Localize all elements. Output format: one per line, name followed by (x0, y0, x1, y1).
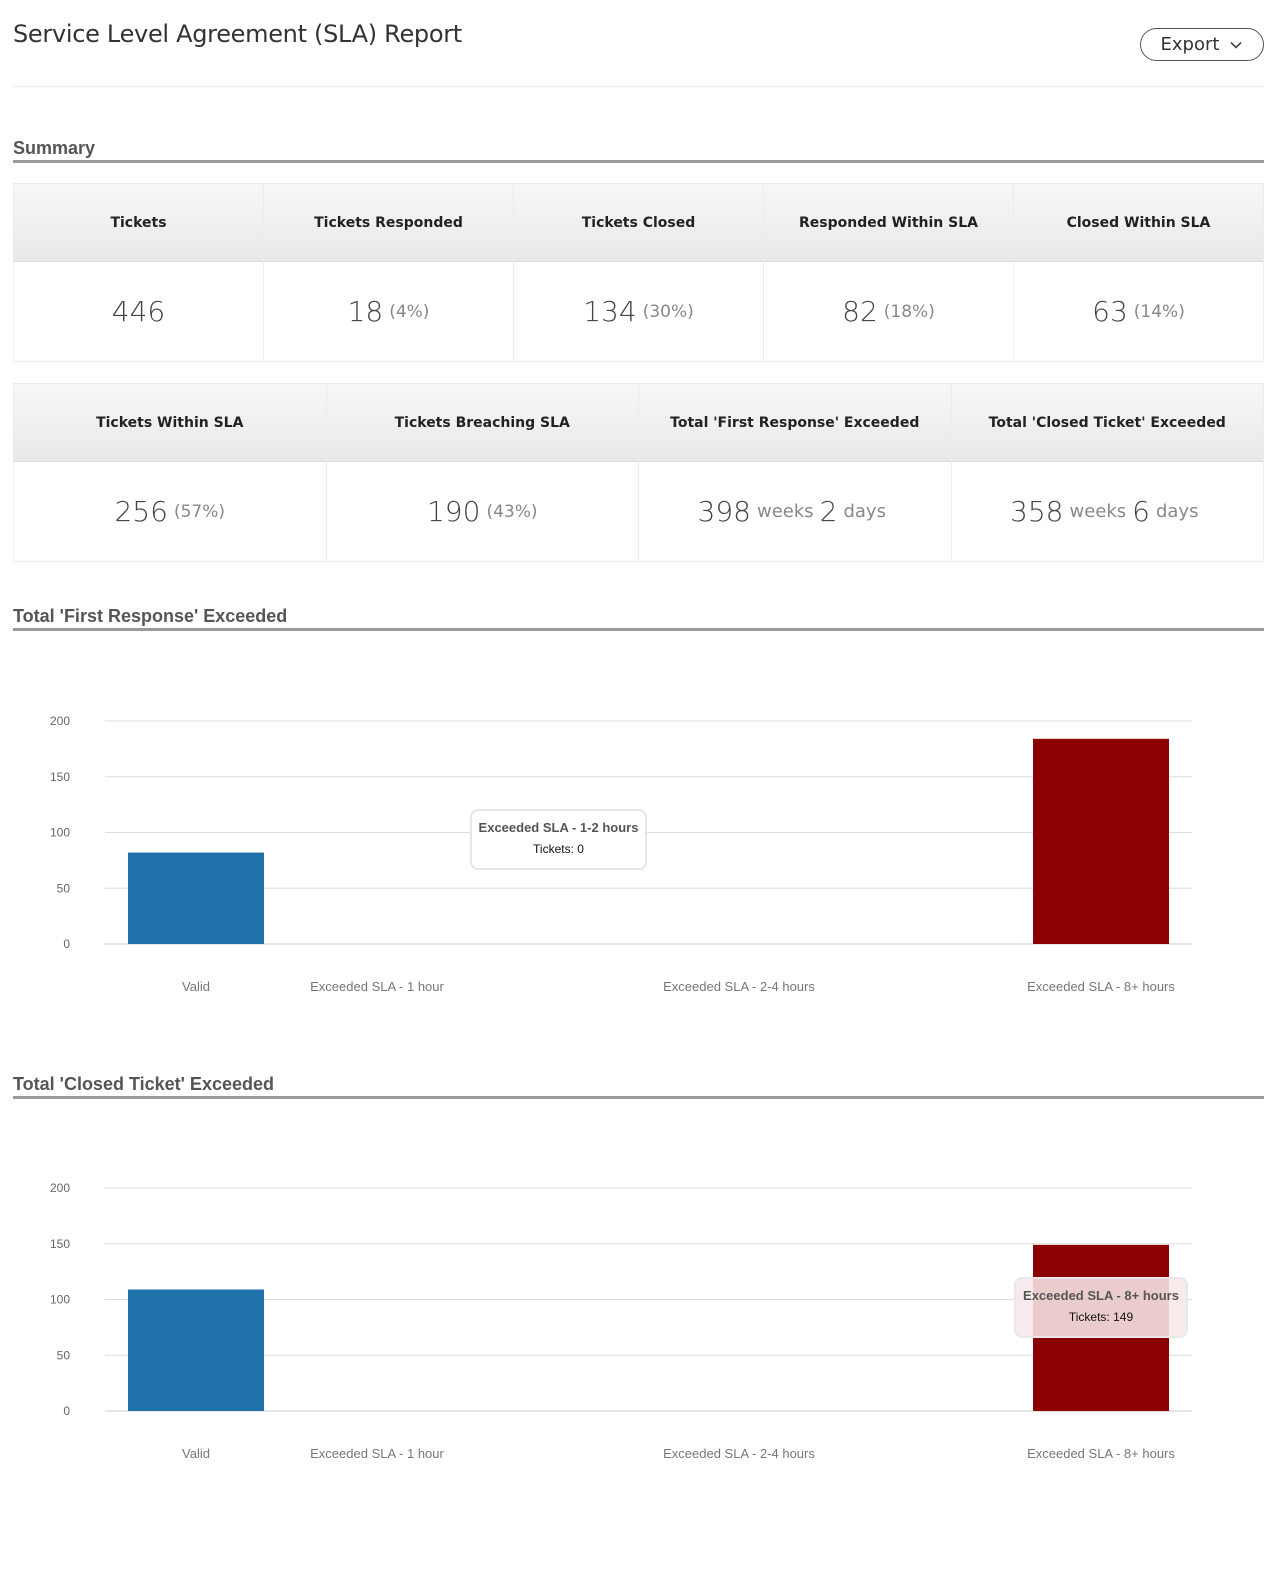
tooltip-title: Exceeded SLA - 8+ hours (1023, 1288, 1179, 1303)
stat-responded-within-sla: Responded Within SLA 82 (18%) (764, 184, 1014, 361)
stat-label: Total 'First Response' Exceeded (639, 384, 951, 462)
x-tick-label: Exceeded SLA - 8+ hours (1027, 1446, 1175, 1461)
stat-label: Closed Within SLA (1014, 184, 1263, 262)
stat-days: 2 (819, 495, 838, 528)
chart-tooltip: Exceeded SLA - 1-2 hours Tickets: 0 (470, 809, 647, 870)
stat-percent: (43%) (486, 501, 538, 522)
y-tick-label: 0 (63, 937, 70, 951)
bar-0 (128, 1289, 264, 1411)
stat-value: 190 (426, 495, 481, 528)
summary-table-row2: Tickets Within SLA 256 (57%) Tickets Bre… (13, 383, 1264, 562)
stat-value: 134 (583, 295, 637, 328)
stat-percent: (14%) (1133, 301, 1185, 322)
page-header: Service Level Agreement (SLA) Report Exp… (13, 0, 1264, 87)
stat-label: Total 'Closed Ticket' Exceeded (951, 384, 1263, 462)
stat-value-cell: 82 (18%) (764, 262, 1013, 361)
stat-weeks: 398 (697, 495, 751, 528)
stat-percent: (18%) (883, 301, 935, 322)
stat-value-cell: 358 weeks 6 days (951, 462, 1263, 561)
stat-value-cell: 134 (30%) (514, 262, 763, 361)
tooltip-text: Tickets: 0 (533, 842, 584, 856)
y-tick-label: 200 (50, 1181, 70, 1195)
y-tick-label: 50 (57, 1348, 71, 1362)
stat-label: Tickets Within SLA (14, 384, 326, 462)
x-tick-label: Valid (182, 979, 210, 994)
x-tick-label: Exceeded SLA - 1 hour (310, 1446, 444, 1461)
x-tick-label: Exceeded SLA - 2-4 hours (663, 1446, 815, 1461)
chevron-down-icon (1230, 41, 1243, 49)
export-button[interactable]: Export (1140, 28, 1264, 61)
stat-weeks: 358 (1010, 495, 1064, 528)
stat-value-cell: 256 (57%) (14, 462, 326, 561)
y-tick-label: 200 (50, 714, 70, 728)
stat-value: 18 (347, 295, 384, 328)
stat-tickets-within-sla: Tickets Within SLA 256 (57%) (14, 384, 327, 561)
stat-percent: (57%) (173, 501, 225, 522)
stat-first-response-exceeded: Total 'First Response' Exceeded 398 week… (639, 384, 952, 561)
stat-tickets: Tickets 446 (14, 184, 264, 361)
x-tick-label: Exceeded SLA - 1 hour (310, 979, 444, 994)
stat-tickets-responded: Tickets Responded 18 (4%) (264, 184, 514, 361)
stat-label: Responded Within SLA (764, 184, 1013, 262)
closed-ticket-chart: 0 50 100 150 200 Valid Exceeded SLA - 1 hour Ex… (0, 1147, 1282, 1467)
first-response-chart: 0 50 100 150 200 Valid Exceeded SLA - 1 hour Ex… (0, 680, 1282, 1000)
stat-value: 446 (111, 295, 166, 328)
stat-value-cell: 18 (4%) (264, 262, 513, 361)
y-tick-label: 0 (63, 1404, 70, 1418)
stat-percent: (4%) (389, 301, 430, 322)
stat-value: 256 (114, 495, 168, 528)
tooltip-text: Tickets: 149 (1068, 1310, 1134, 1324)
stat-label: Tickets Responded (264, 184, 513, 262)
stat-value: 63 (1092, 295, 1128, 328)
stat-tickets-closed: Tickets Closed 134 (30%) (514, 184, 764, 361)
stat-closed-within-sla: Closed Within SLA 63 (14%) (1014, 184, 1263, 361)
chart-tooltip: Exceeded SLA - 8+ hours Tickets: 149 (1014, 1277, 1188, 1338)
stat-label: Tickets (14, 184, 263, 262)
x-tick-label: Valid (182, 1446, 210, 1461)
stat-value-cell: 446 (14, 262, 263, 361)
stat-days: 6 (1132, 495, 1150, 528)
stat-value-cell: 190 (43%) (326, 462, 638, 561)
summary-heading: Summary (13, 138, 1264, 163)
x-tick-label: Exceeded SLA - 2-4 hours (663, 979, 815, 994)
stat-label: Tickets Closed (514, 184, 763, 262)
stat-value: 82 (842, 295, 878, 328)
y-tick-label: 100 (50, 826, 70, 840)
tooltip-title: Exceeded SLA - 1-2 hours (478, 820, 639, 835)
export-label: Export (1160, 34, 1220, 55)
x-tick-label: Exceeded SLA - 8+ hours (1027, 979, 1175, 994)
stat-value-cell: 398 weeks 2 days (639, 462, 951, 561)
stat-tickets-breaching-sla: Tickets Breaching SLA 190 (43%) (326, 384, 639, 561)
y-tick-label: 150 (50, 1237, 70, 1251)
stat-closed-ticket-exceeded: Total 'Closed Ticket' Exceeded 358 weeks… (951, 384, 1263, 561)
y-tick-label: 100 (50, 1293, 70, 1307)
y-tick-label: 50 (57, 881, 71, 895)
closed-ticket-heading: Total 'Closed Ticket' Exceeded (13, 1074, 1264, 1099)
stat-label: Tickets Breaching SLA (326, 384, 638, 462)
first-response-chart-svg: 0 50 100 150 200 Valid Exceeded SLA - 1 hour Ex… (50, 714, 1192, 994)
stat-weeks-unit: weeks (756, 501, 814, 522)
bar-0 (128, 852, 264, 944)
bar-5 (1033, 738, 1169, 944)
stat-value-cell: 63 (14%) (1014, 262, 1263, 361)
stat-days-unit: days (1155, 501, 1199, 522)
summary-table-row1: Tickets 446 Tickets Responded 18 (4%) Ti… (13, 183, 1264, 362)
stat-percent: (30%) (642, 301, 694, 322)
stat-weeks-unit: weeks (1069, 501, 1127, 522)
stat-days-unit: days (843, 501, 886, 522)
y-tick-label: 150 (50, 770, 70, 784)
page-title: Service Level Agreement (SLA) Report (13, 20, 462, 48)
first-response-heading: Total 'First Response' Exceeded (13, 606, 1264, 631)
